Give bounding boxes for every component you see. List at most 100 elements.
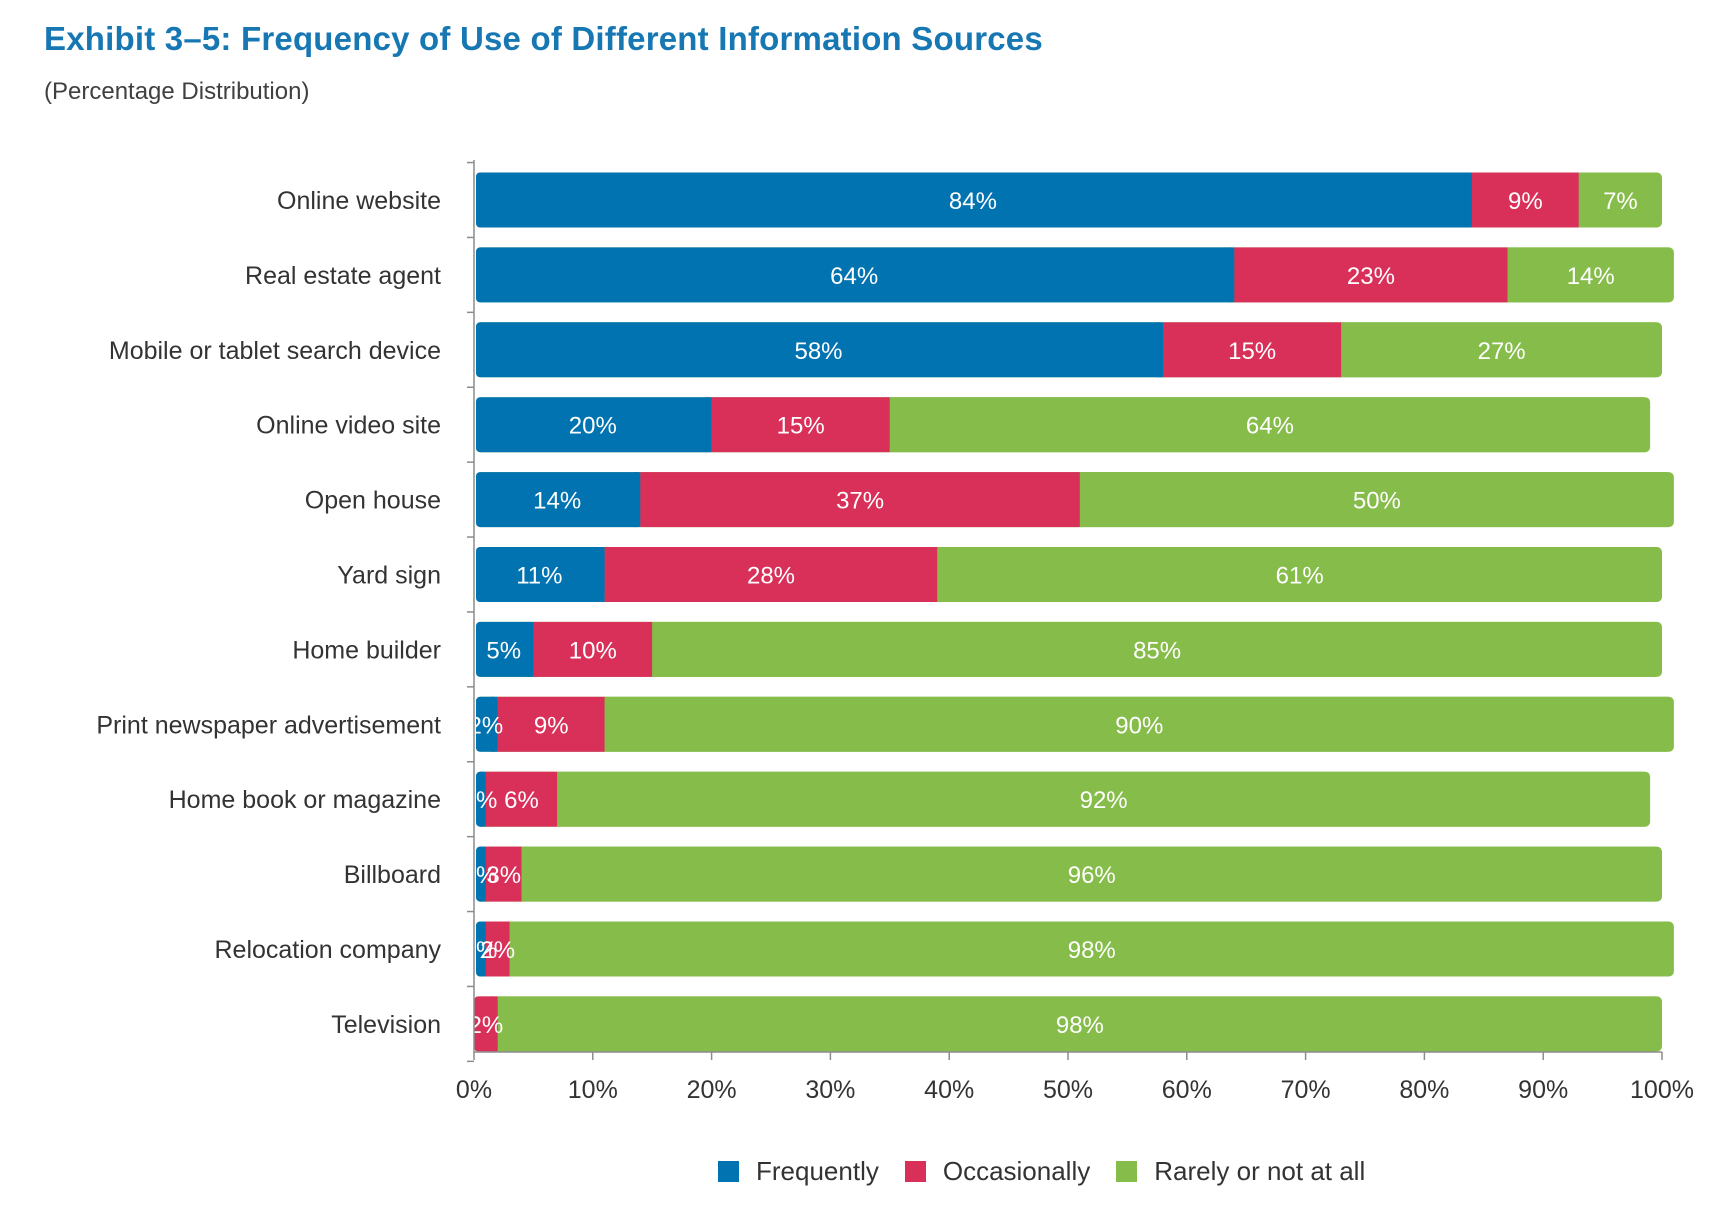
bar-labels-layer: 84% 9% 7% 64% 23% 14% 58% 15% 27% 20% 15% 64% 14% 37%… — [463, 188, 1638, 1039]
data-label-rarely-home-builder: 85% — [1133, 637, 1181, 664]
data-label-occasionally-billboard: 3% — [486, 862, 521, 889]
legend-label-rarely: Rarely or not at all — [1154, 1156, 1366, 1186]
data-label-occasionally-home-builder: 10% — [569, 637, 617, 664]
data-label-occasionally-print-newspaper-advertisement: 9% — [534, 712, 569, 739]
data-label-rarely-print-newspaper-advertisement: 90% — [1115, 712, 1163, 739]
data-label-rarely-television: 98% — [1056, 1012, 1104, 1039]
bar-segment-rarely-mobile-or-tablet-search-device — [1341, 322, 1656, 378]
data-label-rarely-open-house: 50% — [1353, 488, 1401, 515]
bars-layer — [474, 172, 1674, 1052]
category-label-home-builder: Home builder — [292, 636, 441, 664]
bar-segment-rarely-relocation-company — [509, 921, 1668, 977]
bar-segment-occasionally-online-website — [1471, 172, 1579, 228]
data-label-rarely-online-website: 7% — [1603, 188, 1638, 215]
data-label-occasionally-yard-sign: 28% — [747, 563, 795, 590]
x-tick-label: 30% — [805, 1076, 855, 1104]
bar-segment-edge-frequently-print-newspaper-advertisement — [491, 696, 498, 752]
category-label-yard-sign: Yard sign — [337, 562, 441, 590]
bar-segment-occasionally-billboard — [485, 846, 522, 902]
data-label-frequently-home-builder: 5% — [486, 637, 521, 664]
legend-label-occasionally: Occasionally — [942, 1156, 1091, 1186]
bar-segment-occasionally-home-builder — [533, 621, 653, 677]
bar-segment-edge-occasionally-television — [491, 996, 498, 1052]
data-label-frequently-relocation-company: 1% — [463, 937, 498, 964]
axis-layer: Online website Real estate agent Mobile or… — [96, 160, 1694, 1104]
data-label-frequently-online-website: 84% — [949, 188, 997, 215]
data-label-frequently-open-house: 14% — [533, 488, 581, 515]
x-tick-label: 100% — [1630, 1076, 1694, 1104]
category-label-online-video-site: Online video site — [256, 412, 441, 440]
bar-segment-edge-frequently-online-video-site — [705, 397, 712, 453]
bar-segment-rarely-online-video-site — [889, 397, 1645, 453]
x-tick-label: 40% — [924, 1076, 974, 1104]
legend-item-occasionally: Occasionally — [904, 1156, 1091, 1187]
bar-segment-edge-frequently-open-house — [634, 472, 641, 528]
x-tick-label: 20% — [687, 1076, 737, 1104]
chart-subtitle: (Percentage Distribution) — [44, 78, 310, 105]
bar-segment-edge-frequently-billboard — [479, 846, 486, 902]
category-label-billboard: Billboard — [344, 861, 441, 889]
x-tick-label: 10% — [568, 1076, 618, 1104]
bar-segment-frequently-home-builder — [476, 621, 534, 677]
bar-segment-edge-frequently-home-builder — [527, 621, 534, 677]
legend-item-rarely: Rarely or not at all — [1116, 1156, 1365, 1187]
bar-segment-occasionally-relocation-company — [485, 921, 510, 977]
data-label-occasionally-online-website: 9% — [1508, 188, 1543, 215]
bar-segment-occasionally-online-video-site — [711, 397, 890, 453]
category-label-mobile-or-tablet-search-device: Mobile or tablet search device — [109, 337, 441, 365]
bar-segment-frequently-mobile-or-tablet-search-device — [476, 322, 1164, 378]
data-label-frequently-yard-sign: 11% — [516, 563, 562, 590]
bar-segment-edge-frequently-mobile-or-tablet-search-device — [1157, 322, 1164, 378]
data-label-frequently-mobile-or-tablet-search-device: 58% — [794, 338, 842, 365]
bar-segment-frequently-online-website — [476, 172, 1472, 228]
bar-segment-occasionally-print-newspaper-advertisement — [497, 696, 605, 752]
bar-segment-edge-frequently-real-estate-agent — [1228, 247, 1235, 303]
bar-segment-frequently-online-video-site — [476, 397, 712, 453]
x-tick-label: 50% — [1043, 1076, 1093, 1104]
data-label-rarely-relocation-company: 98% — [1068, 937, 1116, 964]
x-tick-label: 60% — [1162, 1076, 1212, 1104]
bar-segment-rarely-yard-sign — [937, 547, 1656, 602]
bar-segment-occasionally-real-estate-agent — [1234, 247, 1508, 303]
data-label-frequently-billboard: 1% — [463, 862, 498, 889]
data-label-rarely-billboard: 96% — [1068, 862, 1116, 889]
bar-segment-rarely-print-newspaper-advertisement — [604, 696, 1668, 752]
legend-item-frequently: Frequently — [718, 1156, 879, 1187]
bar-segment-edge-frequently-relocation-company — [479, 921, 486, 977]
bar-segment-rarely-television — [497, 996, 1656, 1052]
category-label-open-house: Open house — [305, 487, 441, 515]
x-tick-label: 80% — [1399, 1076, 1449, 1104]
legend-label-frequently: Frequently — [756, 1156, 879, 1186]
data-label-occasionally-real-estate-agent: 23% — [1347, 263, 1395, 290]
data-label-occasionally-relocation-company: 2% — [480, 937, 515, 964]
data-label-frequently-home-book-or-magazine: 1% — [463, 787, 498, 814]
data-label-occasionally-open-house: 37% — [836, 488, 884, 515]
x-tick-label: 0% — [456, 1076, 492, 1104]
x-tick-label: 70% — [1281, 1076, 1331, 1104]
x-tick-label: 90% — [1518, 1076, 1568, 1104]
data-label-rarely-real-estate-agent: 14% — [1567, 263, 1615, 290]
legend-swatch-occasionally — [904, 1161, 926, 1182]
bar-segment-occasionally-home-book-or-magazine — [485, 771, 558, 827]
bar-segment-frequently-real-estate-agent — [476, 247, 1235, 303]
bar-segment-rarely-real-estate-agent — [1507, 247, 1668, 303]
data-label-occasionally-mobile-or-tablet-search-device: 15% — [1228, 338, 1276, 365]
category-label-online-website: Online website — [277, 187, 441, 215]
category-label-television: Television — [331, 1011, 441, 1039]
bar-segment-frequently-yard-sign — [476, 547, 605, 602]
legend: Frequently Occasionally Rarely or not at… — [718, 1156, 1391, 1187]
bar-segment-rarely-open-house — [1079, 472, 1668, 528]
category-label-print-newspaper-advertisement: Print newspaper advertisement — [96, 711, 441, 739]
bar-segment-occasionally-yard-sign — [604, 547, 938, 602]
bar-segment-edge-frequently-yard-sign — [598, 547, 605, 602]
legend-swatch-rarely — [1116, 1161, 1138, 1182]
bar-segment-occasionally-open-house — [640, 472, 1080, 528]
data-label-occasionally-home-book-or-magazine: 6% — [504, 787, 539, 814]
chart-title: Exhibit 3–5: Frequency of Use of Differe… — [44, 20, 1043, 57]
bar-segment-edge-frequently-home-book-or-magazine — [479, 771, 486, 827]
bar-segment-rarely-online-website — [1578, 172, 1656, 228]
data-label-frequently-real-estate-agent: 64% — [830, 263, 878, 290]
data-label-rarely-online-video-site: 64% — [1246, 413, 1294, 440]
data-label-rarely-mobile-or-tablet-search-device: 27% — [1478, 338, 1526, 365]
